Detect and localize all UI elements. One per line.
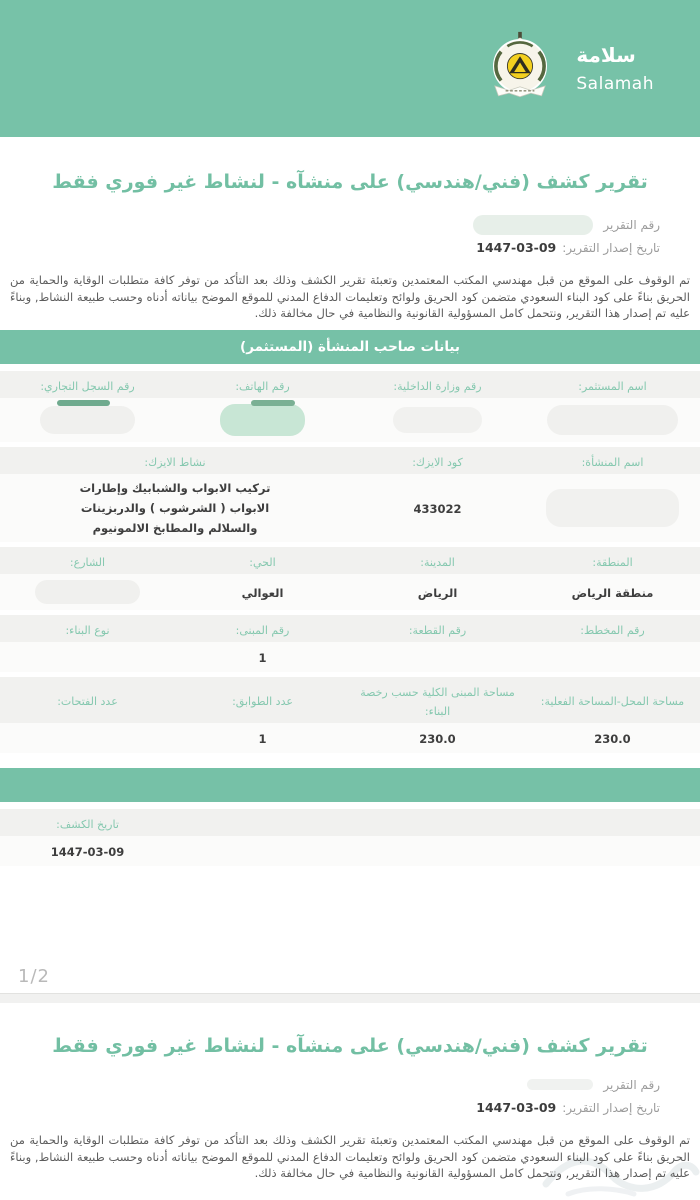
field-label: المنطقة: bbox=[592, 555, 633, 569]
field-label: المدينة: bbox=[420, 555, 455, 569]
field-label: اسم المنشأة: bbox=[581, 455, 644, 469]
field-label: رقم وزارة الداخلية: bbox=[393, 379, 482, 393]
field-group: رقم المخطط: رقم القطعة: رقم المبنى: نوع الب… bbox=[0, 614, 700, 672]
report-number-label: رقم التقرير bbox=[603, 217, 660, 232]
field-label: نشاط الايزك: bbox=[144, 455, 206, 469]
brand-text: سلامة Salamah bbox=[576, 43, 654, 94]
intro-paragraph: تم الوقوف على الموقع من قبل مهندسي المكت… bbox=[10, 273, 690, 320]
field-label: عدد الطوابق: bbox=[232, 695, 293, 709]
intro-paragraph-page2: تم الوقوف على الموقع من قبل مهندسي المكت… bbox=[10, 1133, 690, 1180]
page-separator bbox=[0, 993, 700, 1003]
issue-date-label: تاريخ إصدار التقرير: bbox=[562, 240, 660, 255]
field-label: كود الايزك: bbox=[412, 455, 463, 469]
fields-table: اسم المستثمر: رقم وزارة الداخلية: رقم الها… bbox=[0, 370, 700, 758]
section-bar-empty bbox=[0, 767, 700, 802]
brand-name-english: Salamah bbox=[576, 74, 654, 94]
issue-date-label-page2: تاريخ إصدار التقرير: bbox=[562, 1100, 660, 1115]
page-indicator: 1/2 bbox=[18, 966, 50, 987]
field-label: مساحة المحل-المساحة الفعلية: bbox=[540, 695, 685, 709]
field-label: رقم القطعة: bbox=[408, 623, 467, 637]
field-group: اسم المستثمر: رقم وزارة الداخلية: رقم الها… bbox=[0, 370, 700, 442]
field-value: 433022 bbox=[413, 502, 462, 517]
field-group: مساحة المحل-المساحة الفعلية: مساحة المبنى… bbox=[0, 676, 700, 753]
redacted-value bbox=[392, 406, 483, 433]
page-bottom-space bbox=[0, 871, 700, 966]
field-value: العوالي bbox=[241, 586, 284, 601]
app-header: سلامة Salamah bbox=[0, 0, 700, 137]
field-group: المنطقة: المدينة: الحي: الشارع: منطقة الرياض… bbox=[0, 546, 700, 610]
field-group: تاريخ الكشف: 1447-03-09 bbox=[0, 808, 700, 866]
report-page-2: تقرير كشف (فني/هندسي) على منشآه - لنشاط … bbox=[0, 1003, 700, 1200]
field-value: الرياض bbox=[417, 586, 458, 601]
marketplace-watermark-icon bbox=[540, 1142, 700, 1200]
issue-date-row-page2: تاريخ إصدار التقرير: 1447-03-09 bbox=[40, 1096, 660, 1119]
redacted-value bbox=[547, 404, 678, 435]
field-value: 1 bbox=[258, 732, 267, 747]
inspection-table: تاريخ الكشف: 1447-03-09 bbox=[0, 808, 700, 871]
brand-name-arabic: سلامة bbox=[576, 43, 636, 67]
report-page-1: تقرير كشف (فني/هندسي) على منشآه - لنشاط … bbox=[0, 137, 700, 993]
section-header-investor: بيانات صاحب المنشأة (المستثمر) bbox=[0, 329, 700, 364]
field-label: الحي: bbox=[249, 555, 276, 569]
field-value: 230.0 bbox=[419, 732, 456, 747]
report-meta-page2: رقم التقرير تاريخ إصدار التقرير: 1447-03… bbox=[0, 1073, 700, 1119]
issue-date-row: تاريخ إصدار التقرير: 1447-03-09 bbox=[40, 236, 660, 259]
issue-date-value: 1447-03-09 bbox=[476, 240, 557, 255]
report-meta: رقم التقرير تاريخ إصدار التقرير: 1447-03… bbox=[0, 213, 700, 259]
report-title: تقرير كشف (فني/هندسي) على منشآه - لنشاط … bbox=[52, 171, 648, 193]
report-number-row: رقم التقرير bbox=[40, 213, 660, 236]
field-value: 230.0 bbox=[594, 732, 631, 747]
field-label: رقم المخطط: bbox=[580, 623, 645, 637]
field-label: رقم الهاتف: bbox=[235, 379, 290, 393]
field-value: 1 bbox=[258, 651, 267, 666]
report-number-row-page2: رقم التقرير bbox=[40, 1073, 660, 1096]
redacted-value bbox=[220, 399, 305, 436]
report-number-label-page2: رقم التقرير bbox=[603, 1077, 660, 1092]
field-label: عدد الفتحات: bbox=[57, 695, 118, 709]
field-label: الشارع: bbox=[69, 555, 106, 569]
field-label: رقم المبنى: bbox=[235, 623, 290, 637]
redacted-value bbox=[545, 488, 680, 527]
redacted-value bbox=[40, 399, 135, 434]
report-title-page2: تقرير كشف (فني/هندسي) على منشآه - لنشاط … bbox=[52, 1035, 648, 1057]
field-label: رقم السجل التجاري: bbox=[40, 379, 135, 393]
redacted-report-number bbox=[473, 214, 594, 235]
redacted-report-number-page2 bbox=[527, 1079, 594, 1090]
redacted-value bbox=[35, 579, 140, 604]
issue-date-value-page2: 1447-03-09 bbox=[476, 1100, 557, 1115]
field-label: اسم المستثمر: bbox=[578, 379, 647, 393]
field-value: تركيب الابواب والشبابيك وإطارات الابواب … bbox=[79, 480, 271, 535]
field-label: مساحة المبنى الكلية حسب رخصة البناء: bbox=[360, 685, 515, 718]
field-value: منطقة الرياض bbox=[571, 586, 654, 601]
field-label: تاريخ الكشف: bbox=[56, 817, 119, 831]
civil-defense-emblem-icon bbox=[484, 26, 556, 112]
field-group: اسم المنشأة: كود الايزك: نشاط الايزك: 43302… bbox=[0, 446, 700, 542]
field-value: 1447-03-09 bbox=[50, 845, 125, 860]
field-label: نوع البناء: bbox=[65, 623, 110, 637]
